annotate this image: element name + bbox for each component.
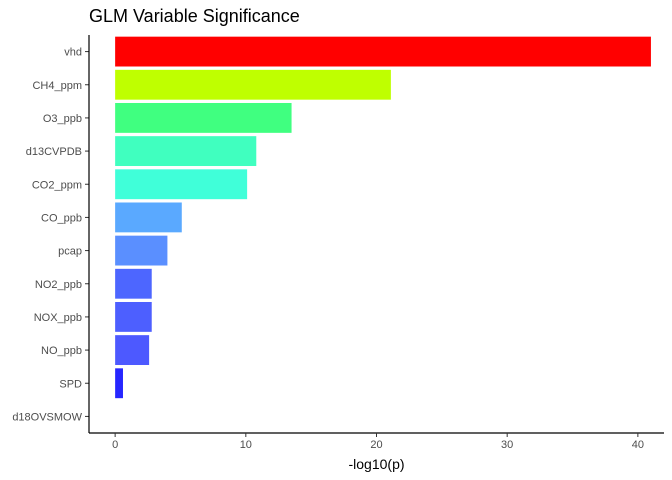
category-label-d18ovsmow: d18OVSMOW <box>12 411 82 423</box>
bar-o3-ppb <box>115 102 292 133</box>
bar-co2-ppm <box>115 169 248 200</box>
bar-no-ppb <box>115 335 150 366</box>
category-labels: vhd CH4_ppm O3_ppb d13CVPDB CO2_ppm CO_ppbpca… <box>12 47 89 423</box>
category-label-nox-ppb: NOX_ppb <box>34 312 82 324</box>
category-label-co-ppb: CO_ppb <box>41 212 82 224</box>
x-tick-label: 30 <box>501 439 513 451</box>
bars-group <box>115 36 651 399</box>
category-label-co2-ppm: CO2_ppm <box>32 179 82 191</box>
bar-co-ppb <box>115 202 182 233</box>
category-label-spd: SPD <box>59 378 82 390</box>
category-label-ch4-ppm: CH4_ppm <box>32 80 82 92</box>
x-tick-label: 20 <box>370 439 382 451</box>
category-label-no-ppb: NO_ppb <box>41 345 82 357</box>
bar-d13cvpdb <box>115 136 257 167</box>
chart-title: GLM Variable Significance <box>89 6 300 26</box>
bar-spd <box>115 368 123 399</box>
bar-ch4-ppm <box>115 69 391 100</box>
category-label-vhd: vhd <box>64 47 82 59</box>
x-axis: 0 10 20 30 40 <box>89 432 664 451</box>
category-label-pcap: pcap <box>58 246 82 258</box>
category-label-d13cvpdb: d13CVPDB <box>26 146 82 158</box>
x-axis-title: -log10(p) <box>348 456 404 472</box>
bar-nox-ppb <box>115 301 152 332</box>
bar-no2-ppb <box>115 268 152 299</box>
bar-pcap <box>115 235 168 266</box>
x-tick-label: 0 <box>112 439 118 451</box>
category-label-no2-ppb: NO2_ppb <box>35 279 82 291</box>
category-label-o3-ppb: O3_ppb <box>43 113 82 125</box>
x-tick-label: 10 <box>240 439 252 451</box>
x-tick-label: 40 <box>632 439 644 451</box>
bar-vhd <box>115 36 651 67</box>
